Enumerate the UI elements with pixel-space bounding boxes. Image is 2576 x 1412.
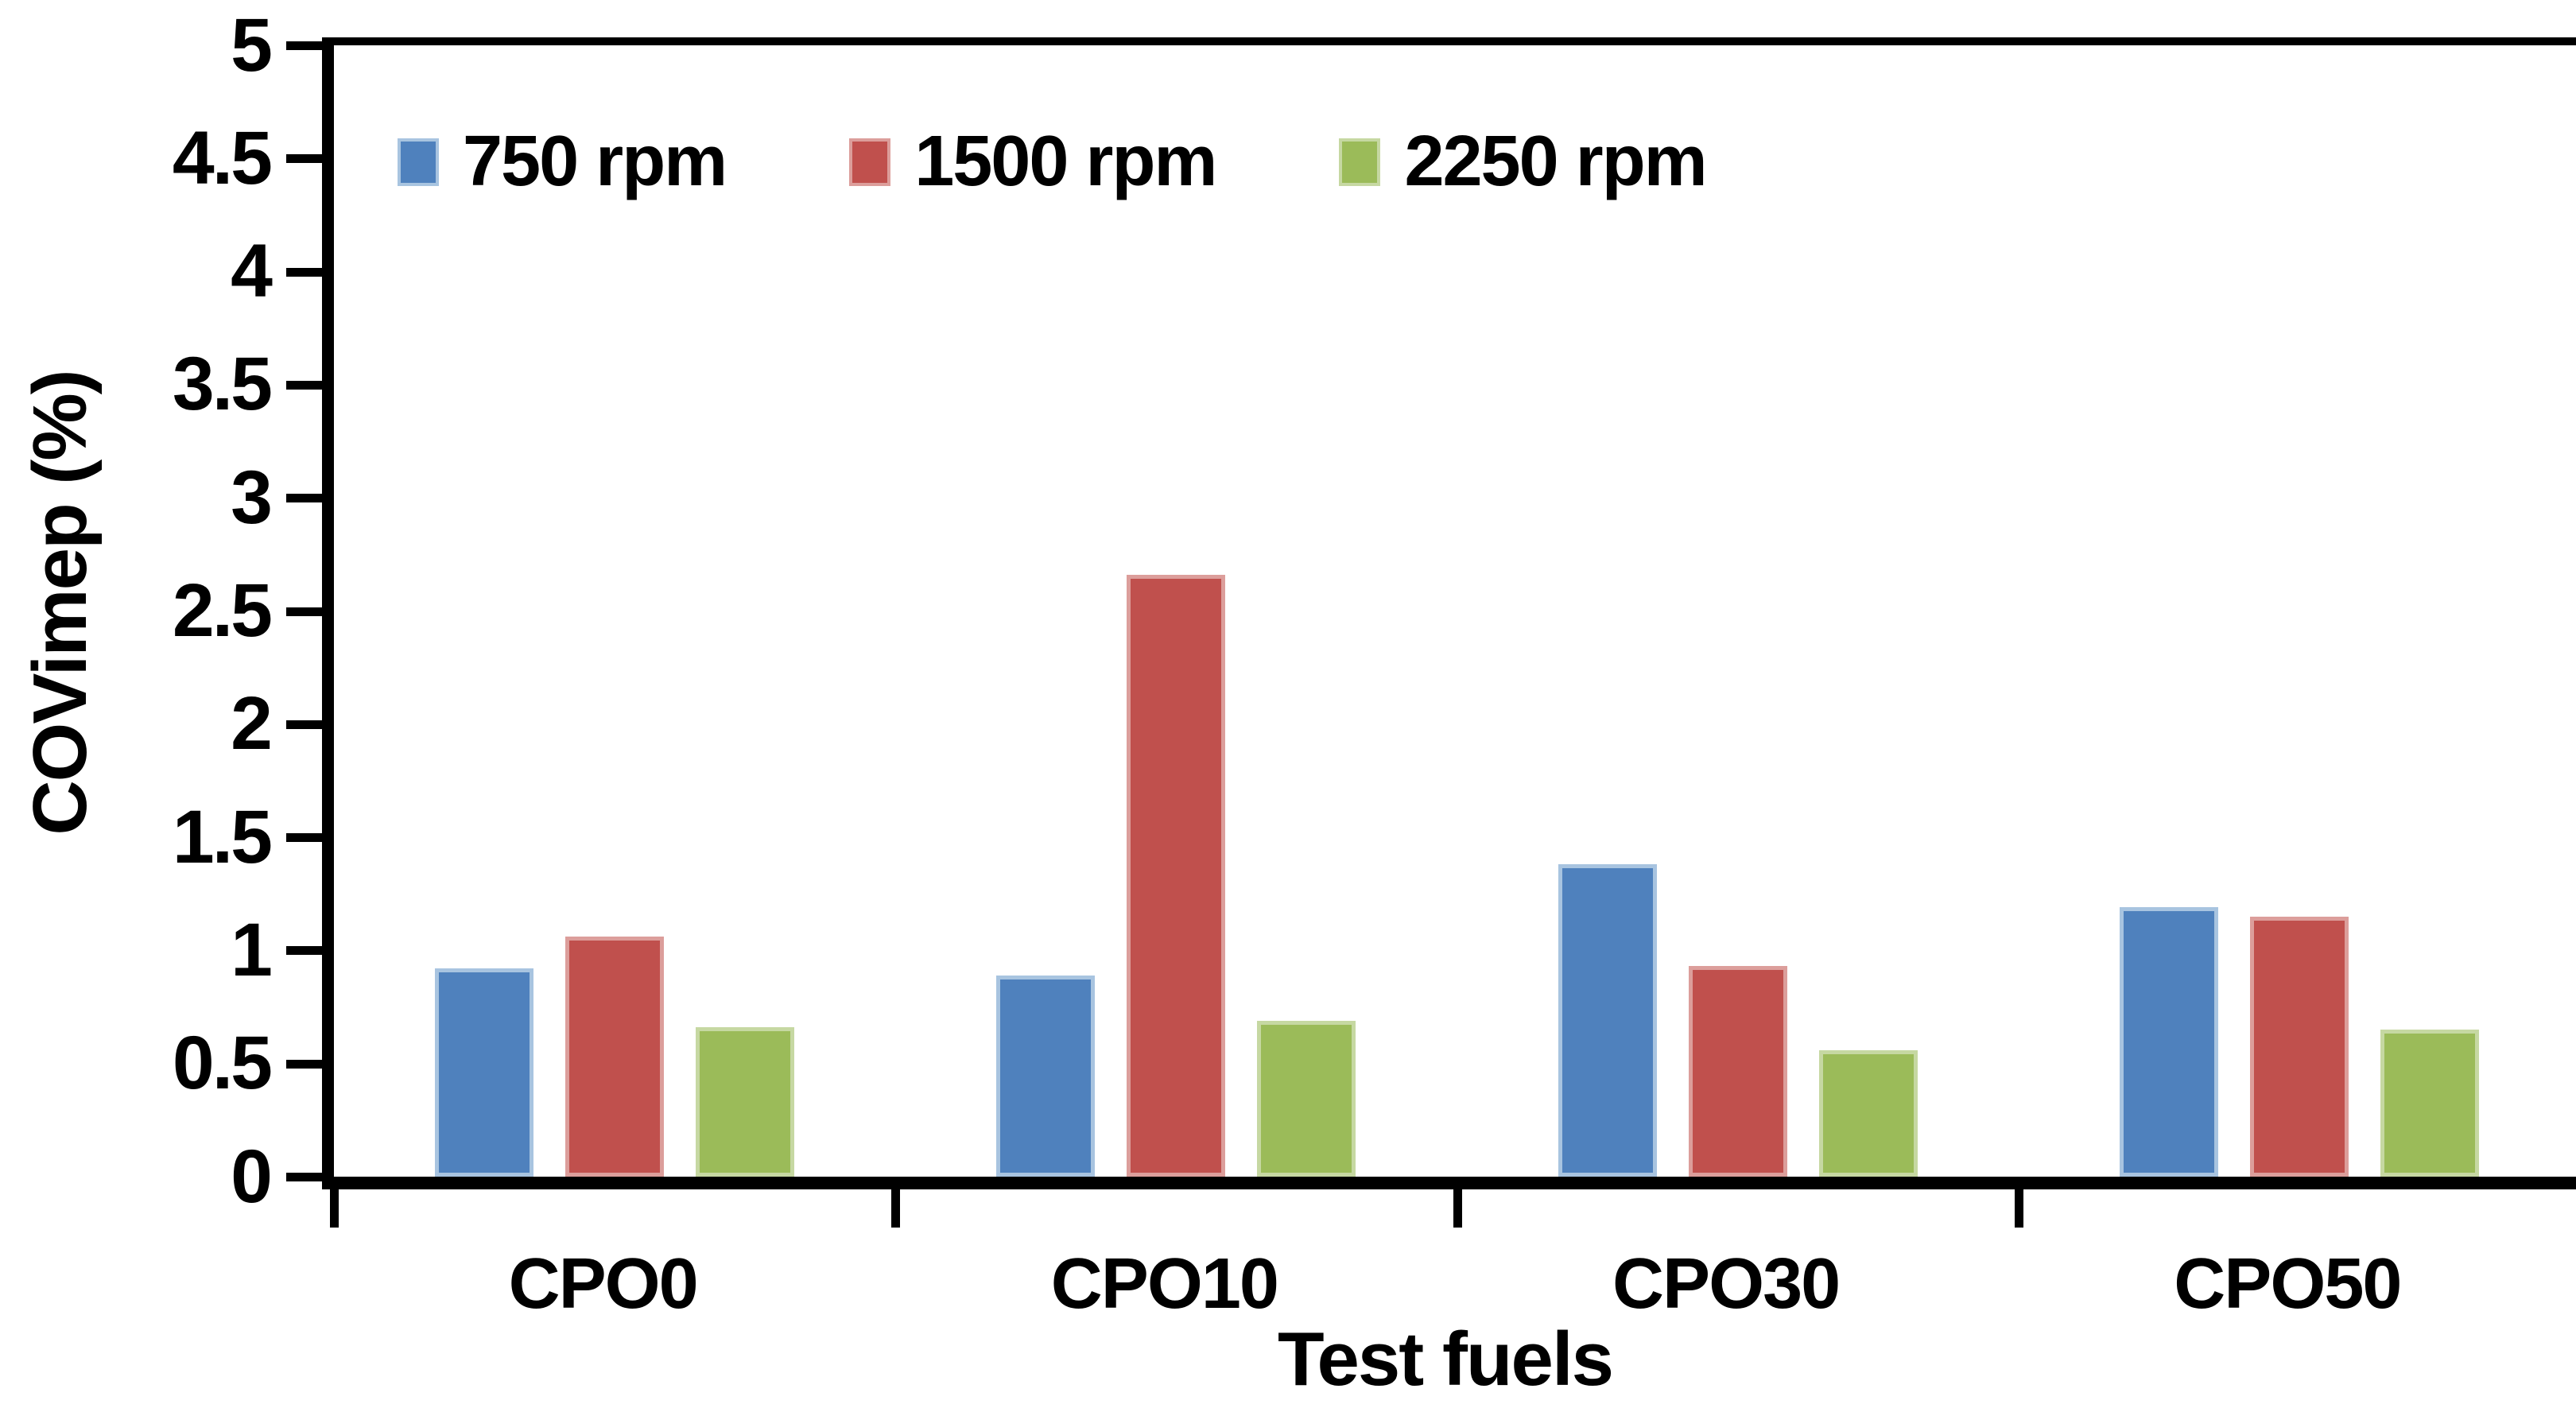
bar-group [1457, 45, 2019, 1177]
y-tick-label: 1.5 [172, 794, 273, 879]
bar [1127, 575, 1226, 1177]
bar-group [2019, 45, 2576, 1177]
legend-swatch [1339, 138, 1381, 186]
x-category-label: CPO50 [2174, 1243, 2402, 1324]
y-tick [286, 607, 323, 616]
bar [1818, 1050, 1918, 1177]
x-axis-title: Test fuels [1278, 1317, 1614, 1402]
legend-label: 750 rpm [463, 122, 727, 201]
legend-item: 2250 rpm [1339, 121, 1708, 203]
bar [696, 1027, 795, 1177]
legend: 750 rpm 1500 rpm 2250 rpm [398, 121, 1708, 203]
y-tick [286, 946, 323, 956]
legend-swatch [398, 138, 439, 186]
bar [1688, 966, 1787, 1177]
bar [1257, 1021, 1356, 1177]
legend-label: 1500 rpm [914, 122, 1217, 201]
legend-item: 750 rpm [398, 121, 727, 203]
y-tick-label: 1 [231, 907, 273, 992]
legend-item: 1500 rpm [849, 121, 1217, 203]
y-tick [286, 833, 323, 843]
y-tick-label: 0 [231, 1134, 273, 1219]
bar [2380, 1030, 2479, 1177]
y-tick [286, 380, 323, 390]
y-tick [286, 494, 323, 503]
y-tick-label: 3.5 [172, 342, 273, 427]
y-axis-title: COVimep (%) [17, 370, 103, 836]
plot-area: 750 rpm 1500 rpm 2250 rpm 0 0.5 1 1.5 2 2.5 3 3.5… [173, 3, 2576, 1228]
y-tick-label: 2.5 [172, 568, 273, 653]
bar-group [895, 45, 1457, 1177]
y-tick-label: 4.5 [172, 115, 273, 200]
legend-swatch [849, 138, 891, 186]
x-tick [330, 1189, 339, 1228]
x-category-label: CPO10 [1050, 1243, 1279, 1324]
y-tick-label: 2 [231, 681, 273, 766]
x-category-label: CPO0 [508, 1243, 699, 1324]
x-category-label: CPO30 [1612, 1243, 1841, 1324]
bar [565, 937, 665, 1177]
y-tick [286, 267, 323, 277]
x-tick [1453, 1189, 1462, 1228]
y-tick-label: 4 [231, 229, 273, 314]
y-tick [286, 720, 323, 729]
y-tick-label: 5 [231, 2, 273, 87]
y-tick-label: 0.5 [172, 1021, 273, 1106]
x-tick [891, 1189, 901, 1228]
legend-label: 2250 rpm [1404, 122, 1707, 201]
y-tick [286, 154, 323, 164]
y-tick [286, 1173, 323, 1181]
bar [2119, 907, 2218, 1177]
bar [996, 976, 1096, 1177]
bar-group [334, 45, 895, 1177]
bar [435, 968, 534, 1177]
bar [1558, 864, 1657, 1177]
x-tick [2014, 1189, 2023, 1228]
y-tick [286, 1059, 323, 1069]
bar [2249, 917, 2349, 1177]
y-tick [286, 41, 323, 50]
y-tick-label: 3 [231, 455, 273, 540]
